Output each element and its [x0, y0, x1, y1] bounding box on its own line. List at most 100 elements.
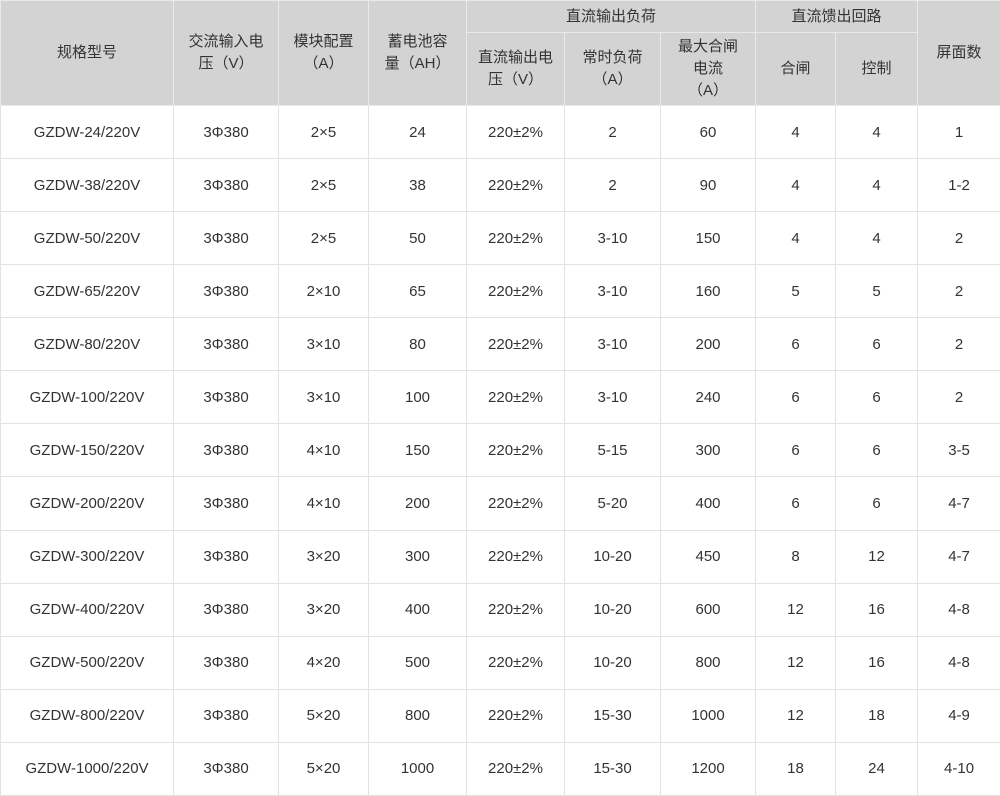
model-cell: GZDW-1000/220V [0, 741, 174, 796]
model-cell: GZDW-80/220V [0, 317, 174, 372]
table-cell: 16 [835, 635, 919, 690]
table-cell: 600 [659, 582, 757, 637]
table-cell: 15-30 [564, 688, 661, 743]
header-group-dc-output-load: 直流输出负荷 [465, 0, 757, 33]
table-cell: 6 [835, 317, 919, 372]
table-row: GZDW-1000/220V 3Φ380 5×20 1000 220±2% 15-30 12… [0, 741, 1000, 796]
model-cell: GZDW-500/220V [0, 635, 174, 690]
table-cell: 220±2% [466, 317, 565, 372]
table-cell: 3Φ380 [173, 264, 279, 319]
table-cell: 4×10 [278, 476, 369, 531]
table-cell: 12 [835, 529, 919, 584]
table-cell: 160 [659, 264, 757, 319]
table-cell: 80 [368, 317, 467, 372]
table-cell: 3Φ380 [173, 741, 279, 796]
table-cell: 4×20 [278, 635, 369, 690]
table-cell: 2 [917, 317, 1000, 372]
table-cell: 3Φ380 [173, 211, 279, 266]
table-row: GZDW-800/220V 3Φ380 5×20 800 220±2% 15-30 1000… [0, 688, 1000, 743]
header-control: 控制 [835, 32, 919, 106]
model-cell: GZDW-65/220V [0, 264, 174, 319]
table-cell: 90 [659, 158, 757, 213]
table-cell: 3Φ380 [173, 529, 279, 584]
table-cell: 3Φ380 [173, 317, 279, 372]
table-cell: 5×20 [278, 741, 369, 796]
table-cell: 220±2% [466, 476, 565, 531]
table-row: GZDW-100/220V 3Φ380 3×10 100 220±2% 3-10 240 6 6… [0, 370, 1000, 425]
model-cell: GZDW-38/220V [0, 158, 174, 213]
table-cell: 3×20 [278, 529, 369, 584]
table-row: GZDW-80/220V 3Φ380 3×10 80 220±2% 3-10 200 6 6 2 [0, 317, 1000, 372]
table-cell: 3×10 [278, 317, 369, 372]
table-cell: 16 [835, 582, 919, 637]
table-cell: 1 [917, 104, 1000, 160]
table-cell: 4 [755, 211, 837, 266]
model-cell: GZDW-200/220V [0, 476, 174, 531]
header-model: 规格型号 [0, 0, 174, 106]
header-normal-load: 常时负荷 （A） [564, 32, 661, 106]
table-cell: 500 [368, 635, 467, 690]
table-cell: 2×5 [278, 158, 369, 213]
table-cell: 400 [659, 476, 757, 531]
table-cell: 5-20 [564, 476, 661, 531]
table-cell: 4-8 [917, 582, 1000, 637]
table-cell: 220±2% [466, 529, 565, 584]
table-cell: 200 [368, 476, 467, 531]
table-cell: 3Φ380 [173, 370, 279, 425]
table-header: 规格型号 交流输入电 压（V） 模块配置 （A） 蓄电池容 量（AH） 直流输出… [0, 0, 1000, 106]
table-row: GZDW-200/220V 3Φ380 4×10 200 220±2% 5-20 400 6 6… [0, 476, 1000, 531]
header-group-row: 规格型号 交流输入电 压（V） 模块配置 （A） 蓄电池容 量（AH） 直流输出… [0, 0, 1000, 106]
table-cell: 6 [835, 476, 919, 531]
model-cell: GZDW-800/220V [0, 688, 174, 743]
table-cell: 1000 [659, 688, 757, 743]
table-cell: 4 [835, 211, 919, 266]
table-cell: 6 [755, 423, 837, 478]
table-cell: 4 [835, 104, 919, 160]
table-cell: 220±2% [466, 211, 565, 266]
table-cell: 100 [368, 370, 467, 425]
table-cell: 2×5 [278, 211, 369, 266]
table-cell: 50 [368, 211, 467, 266]
table-cell: 220±2% [466, 423, 565, 478]
table-cell: 3-10 [564, 264, 661, 319]
model-cell: GZDW-300/220V [0, 529, 174, 584]
table-cell: 65 [368, 264, 467, 319]
header-closing: 合闸 [755, 32, 837, 106]
model-cell: GZDW-24/220V [0, 104, 174, 160]
table-cell: 12 [755, 688, 837, 743]
table-cell: 220±2% [466, 158, 565, 213]
table-cell: 220±2% [466, 635, 565, 690]
header-group-dc-feed-circuit: 直流馈出回路 [755, 0, 919, 33]
table-cell: 4×10 [278, 423, 369, 478]
table-cell: 3-10 [564, 211, 661, 266]
table-cell: 2×10 [278, 264, 369, 319]
table-cell: 450 [659, 529, 757, 584]
table-cell: 38 [368, 158, 467, 213]
table-cell: 150 [659, 211, 757, 266]
table-row: GZDW-24/220V 3Φ380 2×5 24 220±2% 2 60 4 4 1 [0, 104, 1000, 160]
table-row: GZDW-300/220V 3Φ380 3×20 300 220±2% 10-20 450 8… [0, 529, 1000, 584]
table-cell: 220±2% [466, 582, 565, 637]
table-cell: 3Φ380 [173, 476, 279, 531]
table-row: GZDW-150/220V 3Φ380 4×10 150 220±2% 5-15 300 6 6… [0, 423, 1000, 478]
table-cell: 10-20 [564, 582, 661, 637]
table-cell: 3-10 [564, 370, 661, 425]
table-cell: 200 [659, 317, 757, 372]
table-cell: 6 [755, 476, 837, 531]
table-row: GZDW-38/220V 3Φ380 2×5 38 220±2% 2 90 4 4 1-2 [0, 158, 1000, 213]
table-cell: 6 [755, 370, 837, 425]
table-cell: 220±2% [466, 370, 565, 425]
table-cell: 12 [755, 635, 837, 690]
model-cell: GZDW-150/220V [0, 423, 174, 478]
table-cell: 2 [917, 211, 1000, 266]
table-cell: 220±2% [466, 264, 565, 319]
table-cell: 6 [755, 317, 837, 372]
table-cell: 4 [755, 158, 837, 213]
table-cell: 3-5 [917, 423, 1000, 478]
table-cell: 2 [917, 264, 1000, 319]
table-cell: 4-9 [917, 688, 1000, 743]
table-cell: 5-15 [564, 423, 661, 478]
table-cell: 5×20 [278, 688, 369, 743]
